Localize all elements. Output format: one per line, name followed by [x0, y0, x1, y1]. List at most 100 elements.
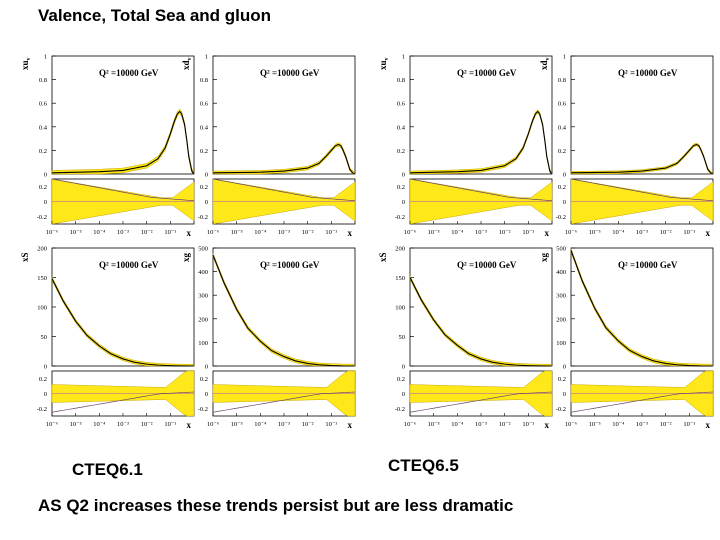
y-tick-label: 0.2 [558, 148, 566, 155]
main-frame [51, 55, 195, 175]
ratio-tick-label: 0 [205, 199, 208, 206]
ratio-tick-label: 0.2 [558, 376, 566, 383]
central-curve [570, 250, 712, 367]
panel-cteq61-xs: 0 50 100 150 200 xS Q² =10000 GeV -0.2 0 0.2 10⁻⁶ 1… [20, 246, 195, 430]
x-tick-label: 10⁻¹ [164, 421, 176, 428]
ratio-tick-label: 0.2 [558, 184, 566, 191]
x-axis-label: x [348, 420, 353, 430]
y-axis-label: xS [378, 252, 388, 262]
central-curve [51, 278, 193, 367]
y-tick-label: 0.2 [200, 148, 208, 155]
central-curve [212, 143, 355, 175]
x-tick-label: 10⁻¹ [325, 421, 337, 428]
ratio-curve [212, 178, 356, 202]
q2-annotation: Q² =10000 GeV [260, 68, 320, 78]
y-tick-label: 100 [556, 340, 566, 347]
x-tick-label: 10⁻⁴ [451, 421, 464, 428]
x-tick-label: 10⁻¹ [522, 229, 534, 236]
y-tick-label: 50 [399, 334, 406, 341]
x-tick-label: 10⁻¹ [164, 229, 176, 236]
ratio-tick-label: 0 [205, 391, 208, 398]
y-tick-label: 1 [563, 54, 566, 61]
ratio-tick-label: 0.2 [39, 376, 47, 383]
y-axis-label: xg [539, 253, 549, 263]
ratio-curve [570, 178, 714, 202]
y-tick-label: 0 [563, 172, 566, 179]
x-tick-label: 10⁻² [302, 421, 314, 428]
y-tick-label: 1 [402, 54, 405, 61]
x-tick-label: 10⁻³ [117, 229, 129, 236]
y-tick-label: 1 [44, 54, 47, 61]
central-curve [409, 277, 551, 367]
main-frame [212, 55, 356, 175]
x-tick-label: 10⁻⁵ [231, 421, 243, 428]
panel-cteq61-xg: 0 100 200 300 400 500 xg Q² =10000 GeV -0.2 0 0.2 1… [181, 246, 356, 430]
main-frame [51, 247, 195, 367]
y-axis-label: xuv [378, 57, 390, 70]
y-tick-label: 0.2 [39, 148, 47, 155]
x-tick-label: 10⁻² [660, 229, 672, 236]
ratio-tick-label: -0.2 [556, 214, 566, 221]
y-tick-label: 0.6 [558, 101, 567, 108]
x-tick-label: 10⁻¹ [325, 229, 337, 236]
main-frame [409, 247, 553, 367]
y-tick-label: 400 [556, 269, 566, 276]
panel-cteq65-xg: 0 100 200 300 400 500 xg Q² =10000 GeV -0.2 0 0.2 1… [539, 246, 714, 430]
x-tick-label: 10⁻¹ [683, 421, 695, 428]
y-tick-label: 200 [395, 246, 405, 253]
central-curve [51, 110, 194, 175]
x-tick-label: 10⁻² [302, 229, 314, 236]
panel-cteq65-xdv: 0 0.2 0.4 0.6 0.8 1 xdv Q² =10000 GeV -0.2 0 0.2 10… [539, 54, 714, 238]
x-tick-label: 10⁻⁶ [565, 421, 577, 428]
x-tick-label: 10⁻¹ [683, 229, 695, 236]
x-tick-label: 10⁻⁵ [589, 229, 601, 236]
cteq61-label: CTEQ6.1 [72, 460, 143, 479]
y-tick-label: 100 [198, 340, 208, 347]
x-tick-label: 10⁻⁵ [70, 229, 82, 236]
y-axis-label: xdv [181, 57, 193, 70]
x-axis-label: x [187, 228, 192, 238]
x-tick-label: 10⁻⁴ [451, 229, 464, 236]
ratio-tick-label: -0.2 [37, 406, 47, 413]
x-tick-label: 10⁻⁶ [46, 421, 58, 428]
x-tick-label: 10⁻⁶ [404, 229, 416, 236]
y-tick-label: 0.4 [558, 124, 567, 131]
ratio-tick-label: 0.2 [39, 184, 47, 191]
ratio-tick-label: 0 [402, 391, 405, 398]
y-tick-label: 0.6 [39, 101, 48, 108]
slide-title: Valence, Total Sea and gluon [38, 6, 272, 25]
x-tick-label: 10⁻⁵ [231, 229, 243, 236]
q2-annotation: Q² =10000 GeV [457, 260, 517, 270]
y-tick-label: 500 [198, 246, 208, 253]
y-tick-label: 0 [402, 364, 405, 371]
ratio-tick-label: 0 [44, 199, 47, 206]
x-axis-label: x [545, 228, 550, 238]
ratio-tick-label: 0.2 [397, 184, 405, 191]
panel-cteq65-xs: 0 50 100 150 200 xS Q² =10000 GeV -0.2 0 0.2 10⁻⁶ 1… [378, 246, 553, 430]
y-tick-label: 0.8 [39, 77, 47, 84]
y-tick-label: 500 [556, 246, 566, 253]
y-axis-label: xuv [20, 57, 32, 70]
panel-cteq61-xuv: 0 0.2 0.4 0.6 0.8 1 xuv Q² =10000 GeV -0.2 0 0.2 10… [20, 54, 195, 238]
x-axis-label: x [706, 228, 711, 238]
ratio-tick-label: -0.2 [556, 406, 566, 413]
x-tick-label: 10⁻² [141, 229, 153, 236]
ratio-tick-label: -0.2 [37, 214, 47, 221]
ratio-curve [409, 391, 553, 413]
ratio-tick-label: 0 [44, 391, 47, 398]
q2-annotation: Q² =10000 GeV [618, 260, 678, 270]
x-tick-label: 10⁻³ [636, 421, 648, 428]
x-axis-label: x [545, 420, 550, 430]
panel-cteq65-xuv: 0 0.2 0.4 0.6 0.8 1 xuv Q² =10000 GeV -0.2 0 0.2 10… [378, 54, 553, 238]
y-tick-label: 200 [556, 316, 566, 323]
x-tick-label: 10⁻³ [117, 421, 129, 428]
q2-annotation: Q² =10000 GeV [99, 68, 159, 78]
y-axis-label: xg [181, 253, 191, 263]
x-tick-label: 10⁻¹ [522, 421, 534, 428]
y-tick-label: 0.8 [558, 77, 566, 84]
y-tick-label: 100 [37, 305, 47, 312]
x-tick-label: 10⁻⁵ [589, 421, 601, 428]
slide-caption: AS Q2 increases these trends persist but… [38, 496, 514, 515]
main-frame [570, 55, 714, 175]
ratio-curve [212, 391, 356, 413]
